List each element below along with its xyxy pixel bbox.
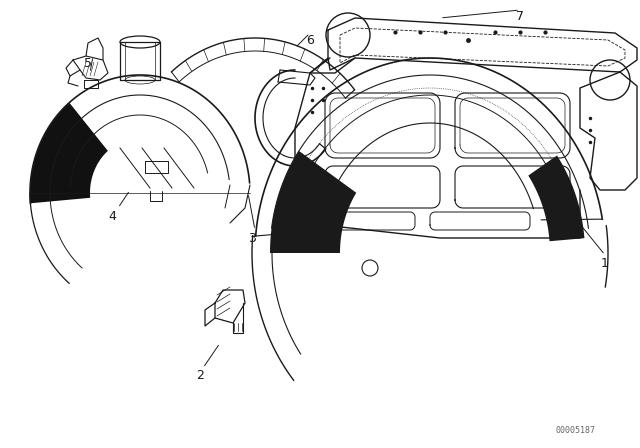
Text: 3: 3 — [248, 232, 256, 245]
Text: 2: 2 — [196, 369, 204, 382]
Text: 4: 4 — [108, 210, 116, 223]
Text: 5: 5 — [84, 56, 92, 69]
Polygon shape — [528, 155, 584, 241]
Text: 6: 6 — [306, 34, 314, 47]
Text: 7: 7 — [516, 9, 524, 22]
Polygon shape — [270, 151, 356, 253]
Text: 1: 1 — [601, 257, 609, 270]
Text: 00005187: 00005187 — [555, 426, 595, 435]
Polygon shape — [30, 103, 108, 203]
